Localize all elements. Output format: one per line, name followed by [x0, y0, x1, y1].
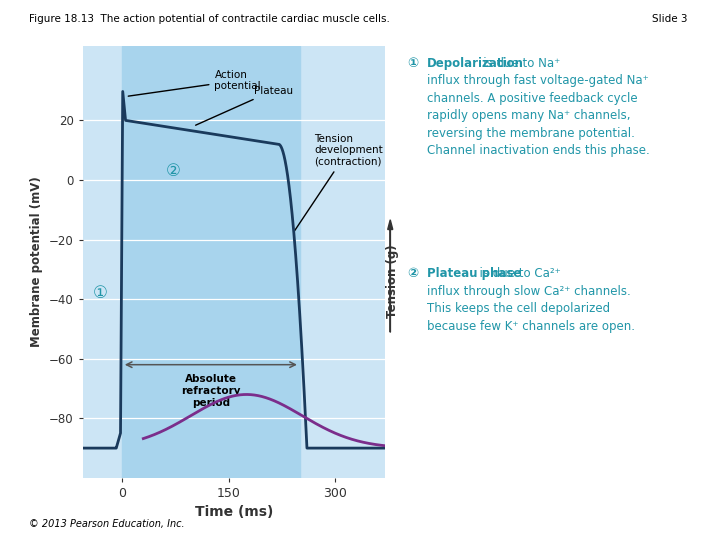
- Text: ②: ②: [407, 267, 418, 280]
- Text: Absolute
refractory
period: Absolute refractory period: [181, 374, 240, 408]
- Text: is due to Ca²⁺
influx through slow Ca²⁺ channels.
This keeps the cell depolarize: is due to Ca²⁺ influx through slow Ca²⁺ …: [427, 267, 635, 333]
- Text: Depolarization: Depolarization: [427, 57, 524, 70]
- Text: © 2013 Pearson Education, Inc.: © 2013 Pearson Education, Inc.: [29, 519, 184, 529]
- Y-axis label: Membrane potential (mV): Membrane potential (mV): [30, 177, 43, 347]
- Text: Plateau phase: Plateau phase: [427, 267, 521, 280]
- Text: is due to Na⁺
influx through fast voltage-gated Na⁺
channels. A positive feedbac: is due to Na⁺ influx through fast voltag…: [427, 57, 649, 157]
- Text: Action
potential: Action potential: [128, 70, 261, 96]
- Bar: [122, 46, 300, 478]
- Text: Tension
development
(contraction): Tension development (contraction): [294, 133, 383, 231]
- Text: Figure 18.13  The action potential of contractile cardiac muscle cells.: Figure 18.13 The action potential of con…: [29, 14, 390, 24]
- Text: ①: ①: [407, 57, 418, 70]
- Text: Tension (g): Tension (g): [386, 244, 399, 318]
- Text: ②: ②: [166, 162, 181, 180]
- Text: ①: ①: [93, 284, 108, 302]
- Text: Plateau: Plateau: [196, 85, 293, 125]
- X-axis label: Time (ms): Time (ms): [195, 505, 273, 519]
- Text: Slide 3: Slide 3: [652, 14, 688, 24]
